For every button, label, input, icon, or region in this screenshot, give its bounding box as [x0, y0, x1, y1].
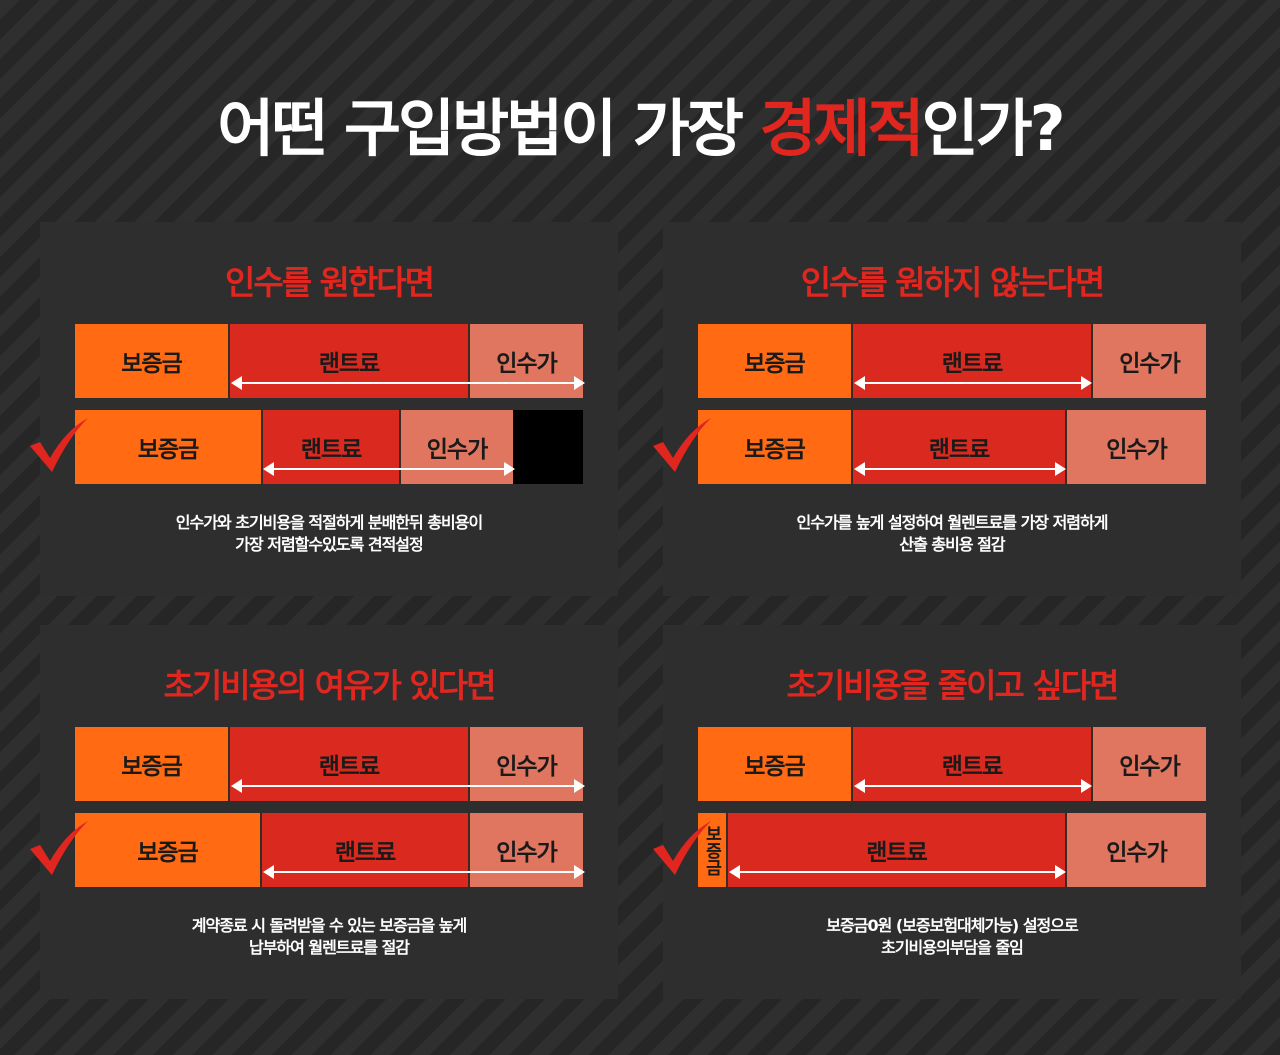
buyout-segment: 인수가: [401, 410, 513, 484]
cost-bar-default: 보증금 랜트료 인수가: [698, 727, 1206, 801]
cost-bar-recommended: 보증금 랜트료 인수가: [698, 410, 1206, 484]
title-highlight: 경제적: [759, 92, 924, 165]
saving-gap: [513, 410, 583, 484]
deposit-segment: 보증금: [698, 324, 853, 398]
panel-title: 인수를 원한다면: [224, 263, 435, 302]
check-icon: [30, 418, 88, 472]
panel-initial-cost-affordable: 초기비용의 여유가 있다면 보증금 랜트료 인수가 보증금 랜트료 인수가 계약…: [30, 625, 618, 999]
desc-line-1: 보증금0원 (보증보험대체가능) 설정으로: [826, 916, 1078, 935]
deposit-segment: 보증금: [75, 410, 263, 484]
rent-period-arrow: [263, 462, 515, 476]
rent-period-arrow: [729, 865, 1066, 879]
check-icon: [653, 821, 711, 875]
page-title: 어떤 구입방법이 가장 경제적인가?: [0, 78, 1280, 168]
rent-period-arrow: [854, 376, 1092, 390]
cost-bar-recommended: 보증금 랜트료 인수가: [75, 813, 585, 887]
buyout-segment: 인수가: [470, 727, 583, 801]
panel-title: 인수를 원하지 않는다면: [800, 263, 1106, 302]
buyout-segment: 인수가: [470, 813, 583, 887]
rent-segment: 랜트료: [853, 324, 1093, 398]
panel-title: 초기비용을 줄이고 싶다면: [786, 666, 1120, 705]
panel-description: 인수가와 초기비용을 적절하게 분배한뒤 총비용이 가장 저렴할수있도록 견적설…: [40, 512, 618, 556]
rent-period-arrow: [854, 462, 1066, 476]
panel-title: 초기비용의 여유가 있다면: [163, 666, 497, 705]
buyout-segment: 인수가: [1067, 410, 1206, 484]
desc-line-2: 초기비용의부담을 줄임: [881, 938, 1024, 957]
cost-bar-default: 보증금 랜트료 인수가: [75, 727, 585, 801]
desc-line-2: 가장 저렴할수있도록 견적설정: [235, 535, 424, 554]
rent-segment: 랜트료: [853, 410, 1067, 484]
desc-line-1: 인수가와 초기비용을 적절하게 분배한뒤 총비용이: [175, 513, 483, 532]
rent-segment: 랜트료: [263, 410, 401, 484]
panel-description: 계약종료 시 돌려받을 수 있는 보증금을 높게 납부하여 월렌트료를 절감: [40, 915, 618, 959]
desc-line-1: 인수가를 높게 설정하여 월렌트료를 가장 저렴하게: [796, 513, 1109, 532]
buyout-segment: 인수가: [1067, 813, 1206, 887]
rent-segment: 랜트료: [262, 813, 470, 887]
panel-description: 보증금0원 (보증보험대체가능) 설정으로 초기비용의부담을 줄임: [663, 915, 1241, 959]
desc-line-2: 납부하여 월렌트료를 절감: [248, 938, 410, 957]
desc-line-1: 계약종료 시 돌려받을 수 있는 보증금을 높게: [191, 916, 467, 935]
deposit-segment: 보증금: [698, 813, 728, 887]
buyout-segment: 인수가: [1093, 727, 1206, 801]
rent-period-arrow: [231, 376, 585, 390]
cost-bar-recommended: 보증금 랜트료 인수가: [75, 410, 583, 484]
title-part1: 어떤 구입방법이 가장: [217, 92, 760, 165]
rent-segment: 랜트료: [230, 727, 470, 801]
cost-bar-default: 보증금 랜트료 인수가: [75, 324, 585, 398]
rent-period-arrow: [854, 779, 1092, 793]
cost-bar-recommended: 보증금 랜트료 인수가: [698, 813, 1206, 887]
deposit-segment: 보증금: [75, 813, 262, 887]
rent-segment: 랜트료: [728, 813, 1067, 887]
title-part2: 인가?: [921, 92, 1066, 165]
panel-buyout-not-wanted: 인수를 원하지 않는다면 보증금 랜트료 인수가 보증금 랜트료 인수가 인수가…: [653, 222, 1241, 596]
buyout-segment: 인수가: [1093, 324, 1206, 398]
rent-period-arrow: [231, 779, 585, 793]
check-icon: [30, 821, 88, 875]
rent-segment: 랜트료: [230, 324, 470, 398]
desc-line-2: 산출 총비용 절감: [899, 535, 1005, 554]
deposit-segment: 보증금: [75, 727, 230, 801]
panel-description: 인수가를 높게 설정하여 월렌트료를 가장 저렴하게 산출 총비용 절감: [663, 512, 1241, 556]
deposit-segment: 보증금: [698, 410, 853, 484]
deposit-segment: 보증금: [75, 324, 230, 398]
rent-period-arrow: [263, 865, 585, 879]
check-icon: [653, 418, 711, 472]
cost-bar-default: 보증금 랜트료 인수가: [698, 324, 1206, 398]
deposit-segment: 보증금: [698, 727, 853, 801]
buyout-segment: 인수가: [470, 324, 583, 398]
panel-reduce-initial-cost: 초기비용을 줄이고 싶다면 보증금 랜트료 인수가 보증금 랜트료 인수가 보증…: [653, 625, 1241, 999]
panel-buyout-wanted: 인수를 원한다면 보증금 랜트료 인수가 보증금 랜트료 인수가 인수가와 초기…: [30, 222, 618, 596]
rent-segment: 랜트료: [853, 727, 1093, 801]
